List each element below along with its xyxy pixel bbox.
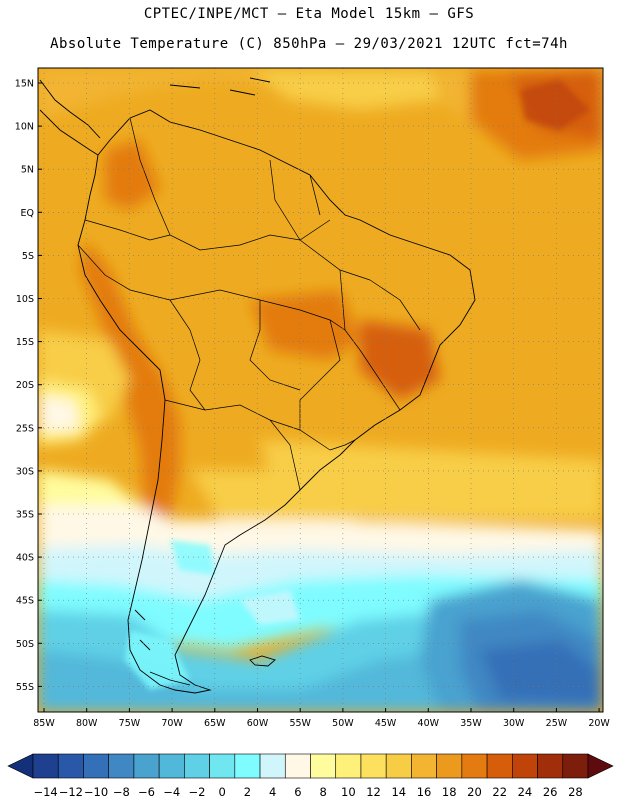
colorbar-tick-label: 4 [269,785,276,799]
map-frame [37,67,604,713]
lat-tick-label: 20S [16,380,34,391]
lat-tick-label: 5S [22,251,34,262]
colorbar-swatch [259,753,286,779]
colorbar-max-arrow [587,753,614,779]
lon-tick-label: 65W [204,718,226,729]
colorbar-tick-label: −12 [59,785,83,799]
lat-tick-label: 5N [21,165,34,176]
colorbar-swatch [83,753,109,779]
colorbar-tick-label: 18 [442,785,457,799]
colorbar-swatch [234,753,261,779]
lon-tick-label: 45W [375,718,397,729]
colorbar-tick-label: 22 [492,785,507,799]
colorbar-swatch [385,753,412,779]
colorbar-tick-label: 16 [417,785,432,799]
lat-tick-label: 40S [16,553,34,564]
colorbar-swatch [411,753,437,779]
lon-tick-label: 60W [247,718,269,729]
colorbar-tick-label: −10 [84,785,108,799]
colorbar-swatch [32,753,59,779]
colorbar-swatch [512,753,538,779]
colorbar-tick-label: −14 [33,785,57,799]
colorbar-swatch [158,753,185,779]
colorbar-min-arrow [7,753,34,779]
lon-tick-label: 70W [161,718,183,729]
lat-tick-label: 25S [16,423,34,434]
lon-tick-label: 85W [33,718,55,729]
colorbar-tick-label: 10 [341,785,356,799]
lat-tick-label: 55S [16,682,34,693]
colorbar-swatch [537,753,564,779]
lon-tick-label: 30W [503,718,525,729]
colorbar-tick-label: 28 [568,785,583,799]
colorbar-tick-label: 20 [467,785,482,799]
colorbar-swatch [108,753,135,779]
colorbar-tick-label: 12 [366,785,381,799]
temperature-field [38,68,603,712]
colorbar-swatch [133,753,160,779]
latitude-labels: 15N 10N 5N EQ 5S 10S 15S 20S 25S 30S 35S 40S 45S 50S 5… [15,79,42,693]
lon-tick-label: 35W [460,718,482,729]
colorbar-tick-label: 14 [391,785,406,799]
colorbar-tick-label: 2 [244,785,251,799]
colorbar-tick-label: −6 [138,785,155,799]
colorbar-swatch [562,753,589,779]
lat-tick-label: 35S [16,510,34,521]
lat-tick-label: 30S [16,466,34,477]
colorbar-swatch [360,753,387,779]
colorbar-tick-label: 26 [543,785,558,799]
colorbar-swatch [461,753,488,779]
lat-tick-label: EQ [21,208,34,219]
colorbar-swatch [209,753,236,779]
colorbar-tick-label: −2 [189,785,206,799]
colorbar-tick-label: 6 [294,785,301,799]
lat-tick-label: 10N [15,122,34,133]
lon-tick-label: 80W [76,718,98,729]
lon-tick-label: 40W [418,718,440,729]
colorbar [7,753,614,779]
lat-tick-label: 10S [16,294,34,305]
lon-tick-label: 75W [119,718,141,729]
lat-tick-label: 15S [16,337,34,348]
map-title-line-1: CPTEC/INPE/MCT – Eta Model 15km – GFS [143,6,475,22]
lat-tick-label: 15N [15,79,34,90]
map-gridlines [38,68,603,712]
colorbar-swatch [284,753,311,779]
lon-tick-label: 50W [332,718,354,729]
longitude-labels: 85W 80W 75W 70W 65W 60W 55W 50W 45W 40W 35W 30W 25W 2… [33,708,610,729]
colorbar-tick-label: 0 [219,785,226,799]
colorbar-swatch [310,753,337,779]
south-america-coastline [77,109,476,694]
colorbar-swatch [184,753,210,779]
coastlines [39,77,476,694]
colorbar-swatch [57,753,84,779]
colorbar-swatch [486,753,513,779]
colorbar-tick-label: 24 [518,785,533,799]
colorbar-tick-label: −8 [113,785,130,799]
colorbar-swatch [335,753,362,779]
lat-tick-label: 45S [16,596,34,607]
map-title-line-2: Absolute Temperature (C) 850hPa – 29/03/… [50,36,568,52]
lon-tick-label: 20W [588,718,610,729]
lon-tick-label: 25W [546,718,568,729]
lat-tick-label: 50S [16,639,34,650]
colorbar-swatch [436,753,463,779]
colorbar-tick-label: −4 [163,785,180,799]
colorbar-tick-label: 8 [319,785,326,799]
lon-tick-label: 55W [289,718,311,729]
central-america-coastline [39,79,101,156]
colorbar-tick-labels: −14 −12 −10 −8 −6 −4 −2 0 2 4 6 8 10 12 14 16 18 20 22 24 26… [33,785,582,799]
